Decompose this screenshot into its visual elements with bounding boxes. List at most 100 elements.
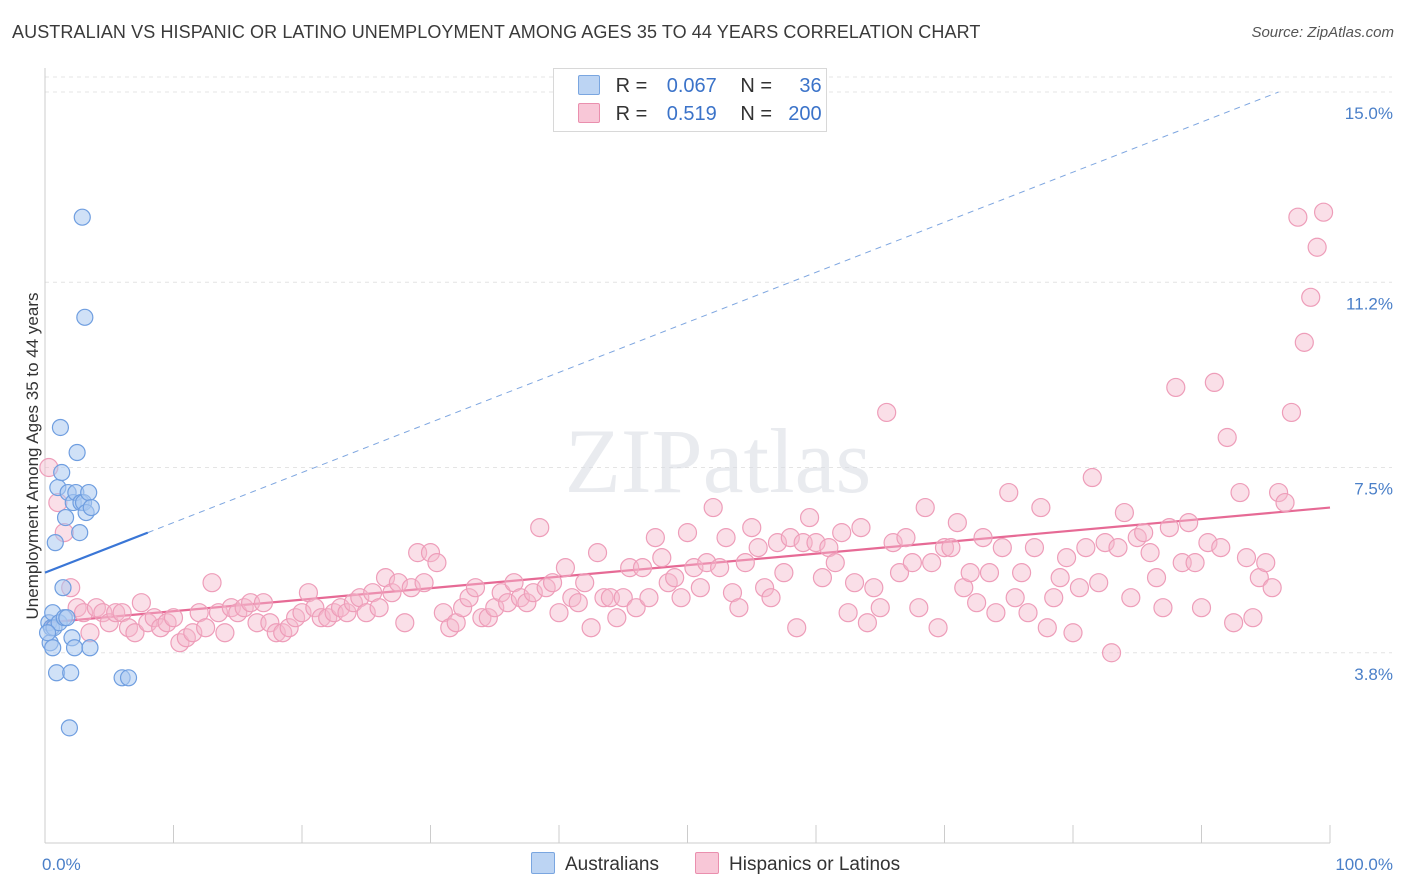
hispanics-point (812, 568, 833, 588)
hispanics-point (73, 603, 94, 623)
hispanics-point (1230, 482, 1250, 503)
hispanics-point (183, 623, 203, 643)
australians-points (38, 208, 138, 737)
hispanics-point (1011, 563, 1032, 583)
hispanics-point (356, 603, 376, 623)
australians-point (56, 508, 75, 527)
hispanics-point (1313, 202, 1334, 222)
hispanics-point (1243, 608, 1263, 628)
australians-point (65, 639, 84, 657)
hispanics-point (1166, 377, 1186, 398)
bottom-legend-label: Australians (565, 854, 659, 875)
hispanics-point (395, 613, 415, 633)
hispanics-point (491, 583, 511, 603)
hispanics-point (928, 618, 948, 638)
hispanics-point (1268, 482, 1289, 503)
hispanics-point (555, 558, 576, 578)
hispanics-point (234, 598, 254, 618)
hispanics-point (960, 563, 980, 583)
hispanics-point (665, 568, 685, 588)
hispanics-point (607, 608, 627, 628)
australians-point (68, 443, 86, 462)
hispanics-point (1288, 207, 1308, 227)
hispanics-point (697, 553, 717, 573)
hispanics-point (780, 528, 800, 548)
hispanics-point (729, 598, 749, 618)
hispanics-point (1294, 332, 1314, 352)
hispanics-point (1134, 523, 1154, 543)
hispanics-point (459, 588, 479, 608)
bottom-legend-label: Hispanics or Latinos (729, 854, 901, 875)
hispanics-point (202, 573, 222, 593)
watermark: ZIPatlas (565, 410, 872, 512)
hispanics-point (472, 608, 492, 628)
australians-point (80, 483, 98, 502)
australians-point (82, 498, 100, 517)
hispanics-point (735, 553, 755, 573)
hispanics-point (690, 578, 710, 598)
australians-point (46, 534, 64, 552)
bottom-legend-hispanics: Hispanics or Latinos (695, 852, 900, 877)
hispanics-point (902, 553, 922, 573)
hispanics-point (170, 633, 190, 653)
australians-point (58, 609, 76, 627)
hispanics-point (645, 528, 665, 548)
hispanics-point (1095, 533, 1115, 553)
hispanics-point (401, 578, 421, 598)
x-tick-label: 0.0% (42, 855, 81, 874)
hispanics-point (1179, 512, 1199, 533)
hispanics-point (86, 598, 107, 618)
hispanics-point (986, 603, 1006, 623)
hispanics-point (260, 613, 280, 633)
hispanics-point (420, 543, 441, 563)
hispanics-point (1262, 578, 1282, 598)
hispanics-point (131, 593, 151, 613)
australians-point (53, 463, 71, 482)
hispanics-point (909, 598, 929, 618)
hispanics-point (163, 608, 184, 628)
hispanics-point (330, 598, 351, 618)
hispanics-point (1153, 598, 1173, 618)
legend-r-value: 0.519 (666, 103, 717, 125)
australians-point (76, 308, 94, 326)
hispanics-point (787, 618, 807, 638)
hispanics-point (703, 497, 723, 518)
hispanics-point (767, 533, 788, 553)
hispanics-point (125, 623, 145, 643)
hispanics-point (1191, 598, 1212, 618)
hispanics-point (292, 603, 312, 623)
y-tick-label: 3.8% (1354, 665, 1393, 684)
hispanics-point (684, 558, 704, 578)
y-tick-label: 15.0% (1345, 104, 1393, 123)
hispanics-point (1256, 553, 1276, 573)
hispanics-point (478, 608, 498, 628)
hispanics-point (99, 613, 119, 633)
hispanics-point (626, 598, 646, 618)
hispanics-point (632, 558, 653, 578)
hispanics-point (1005, 588, 1025, 608)
australians-swatch (531, 852, 555, 874)
hispanics-point (536, 578, 556, 598)
hispanics-point (896, 528, 916, 548)
legend-n-label: N = (740, 103, 773, 125)
hispanics-point (941, 538, 961, 558)
hispanics-point (838, 603, 858, 623)
hispanics-point (562, 588, 582, 608)
australians-trend-line (44, 531, 149, 574)
hispanics-point (453, 598, 473, 618)
hispanics-point (530, 517, 550, 538)
hispanics-point (889, 563, 910, 583)
hispanics-point (1076, 538, 1096, 558)
hispanics-point (1236, 548, 1257, 568)
legend-n-value: 36 (799, 75, 822, 97)
hispanics-point (517, 593, 537, 613)
australians-point (81, 639, 99, 657)
legend-r-label: R = (615, 103, 648, 125)
australians-swatch (578, 75, 600, 95)
hispanics-point (1217, 427, 1237, 448)
hispanics-point (106, 603, 126, 623)
australians-point (44, 639, 62, 657)
hispanics-point (832, 523, 852, 543)
hispanics-point (677, 523, 698, 543)
hispanics-point (285, 608, 306, 628)
